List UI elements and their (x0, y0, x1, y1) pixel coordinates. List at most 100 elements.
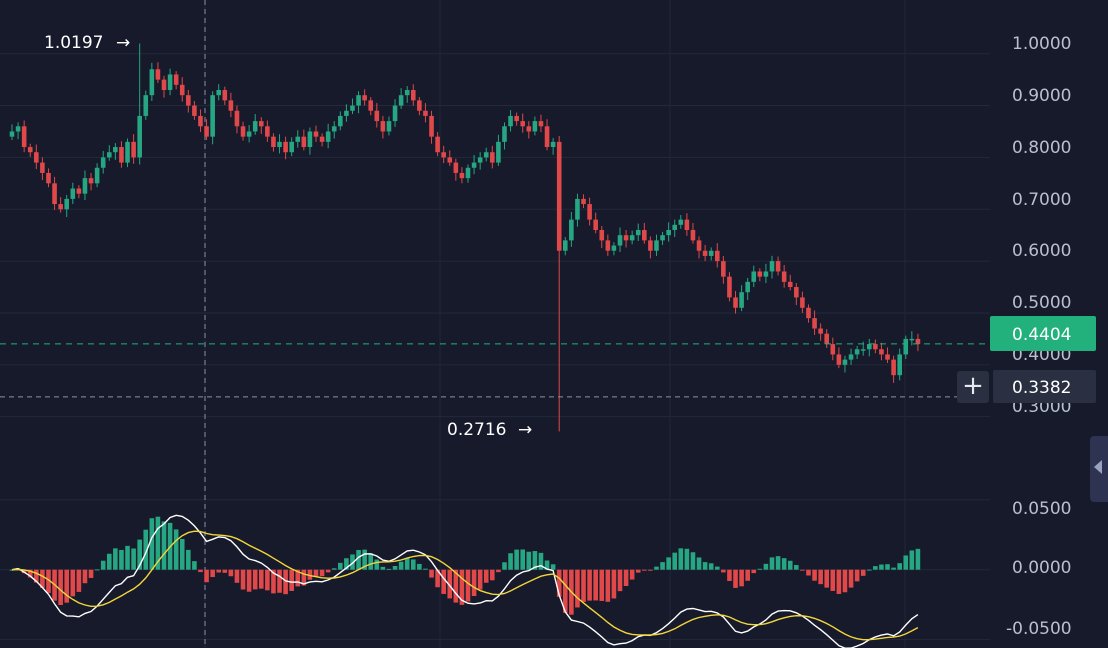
histogram-bar (502, 562, 507, 570)
crosshair-price-label: 0.3382 (1012, 378, 1071, 398)
histogram-bar (429, 569, 434, 578)
candle-body (514, 115, 519, 122)
histogram-bar (854, 569, 860, 582)
candle-body (836, 354, 842, 365)
histogram-bar (234, 569, 240, 583)
histogram-bar (131, 548, 136, 570)
histogram-bar (812, 569, 817, 581)
candle-body (891, 359, 896, 376)
candle-body (258, 121, 264, 127)
candle-body (806, 307, 811, 319)
candle-body (319, 136, 325, 142)
histogram-bar (277, 569, 282, 593)
low-annotation-arrow-icon: → (518, 420, 532, 440)
candle-body (331, 126, 337, 132)
histogram-bar (34, 569, 39, 583)
candle-body (678, 219, 684, 225)
histogram-bar (514, 549, 519, 570)
candle-body (350, 105, 355, 111)
histogram-bar (769, 557, 775, 570)
candle-body (526, 126, 532, 132)
candle-body (143, 95, 149, 116)
histogram-bar (556, 569, 562, 597)
candle-body (550, 141, 556, 148)
candle-body (471, 162, 477, 168)
histogram-bar (435, 569, 440, 588)
candle-body (82, 178, 88, 194)
candle-body (508, 115, 513, 127)
histogram-bar (520, 549, 526, 570)
histogram-bar (903, 555, 909, 570)
candle-body (362, 95, 367, 101)
histogram-bar (739, 569, 744, 587)
candle-body (727, 276, 732, 298)
histogram-bar (836, 569, 842, 594)
chevron-left-icon (1094, 460, 1102, 474)
macd-line (11, 514, 919, 648)
histogram-bar (617, 569, 623, 592)
candle-body (356, 95, 361, 106)
histogram-bar (58, 569, 63, 605)
candle-body (40, 162, 45, 173)
histogram-bar (781, 558, 787, 570)
candle-body (289, 141, 294, 153)
candle-body (94, 167, 100, 184)
histogram-bar (258, 569, 264, 589)
histogram-bar (824, 569, 830, 588)
histogram-bar (441, 569, 446, 594)
candle-body (58, 204, 63, 210)
y-tick-label: 0.6000 (1012, 241, 1071, 261)
candle-body (787, 281, 793, 288)
candle-body (46, 172, 51, 184)
candle-body (587, 204, 592, 220)
histogram-bar (64, 569, 70, 603)
histogram-bar (696, 557, 702, 570)
candle-body (271, 136, 276, 148)
y-tick-label: 0.7000 (1012, 190, 1071, 210)
histogram-bar (240, 569, 246, 590)
histogram-bar (648, 569, 653, 571)
candle-body (307, 131, 313, 148)
histogram-bar (544, 560, 550, 570)
candle-body (569, 219, 574, 241)
candle-body (15, 126, 21, 132)
histogram-bar (660, 562, 665, 570)
price-lines (0, 343, 990, 398)
y-tick-label: -0.0500 (1006, 619, 1072, 639)
histogram-bar (380, 566, 386, 570)
histogram-bar (848, 569, 854, 588)
candle-body (897, 354, 902, 376)
histogram-bar (477, 569, 483, 590)
candle-body (502, 126, 507, 142)
candlestick-series (9, 43, 921, 432)
histogram-bar (374, 559, 380, 570)
y-tick-label: 0.5000 (1012, 293, 1071, 313)
histogram-bar (179, 538, 185, 570)
candle-body (234, 110, 240, 127)
histogram-bar (678, 548, 684, 570)
histogram-bar (721, 569, 726, 573)
candle-body (404, 90, 410, 96)
candle-body (708, 250, 714, 256)
histogram-bar (714, 566, 720, 570)
candle-body (441, 152, 446, 158)
histogram-bar (471, 569, 477, 597)
histogram-bar (210, 569, 215, 578)
candle-body (368, 100, 374, 111)
candle-body (179, 84, 185, 96)
candle-body (192, 105, 197, 116)
candle-body (556, 141, 562, 251)
histogram-bar (350, 554, 355, 570)
histogram-bar (727, 569, 732, 581)
candle-body (496, 141, 501, 163)
candle-body (800, 297, 805, 308)
histogram-bar (623, 569, 629, 587)
candle-body (745, 281, 750, 293)
add-crosshair-plus-icon[interactable]: + (957, 371, 989, 403)
candle-body (338, 115, 343, 127)
histogram-bar (386, 568, 392, 570)
histogram-bar (465, 569, 471, 602)
candle-body (325, 131, 331, 142)
panel-collapse-handle[interactable] (1090, 436, 1108, 502)
